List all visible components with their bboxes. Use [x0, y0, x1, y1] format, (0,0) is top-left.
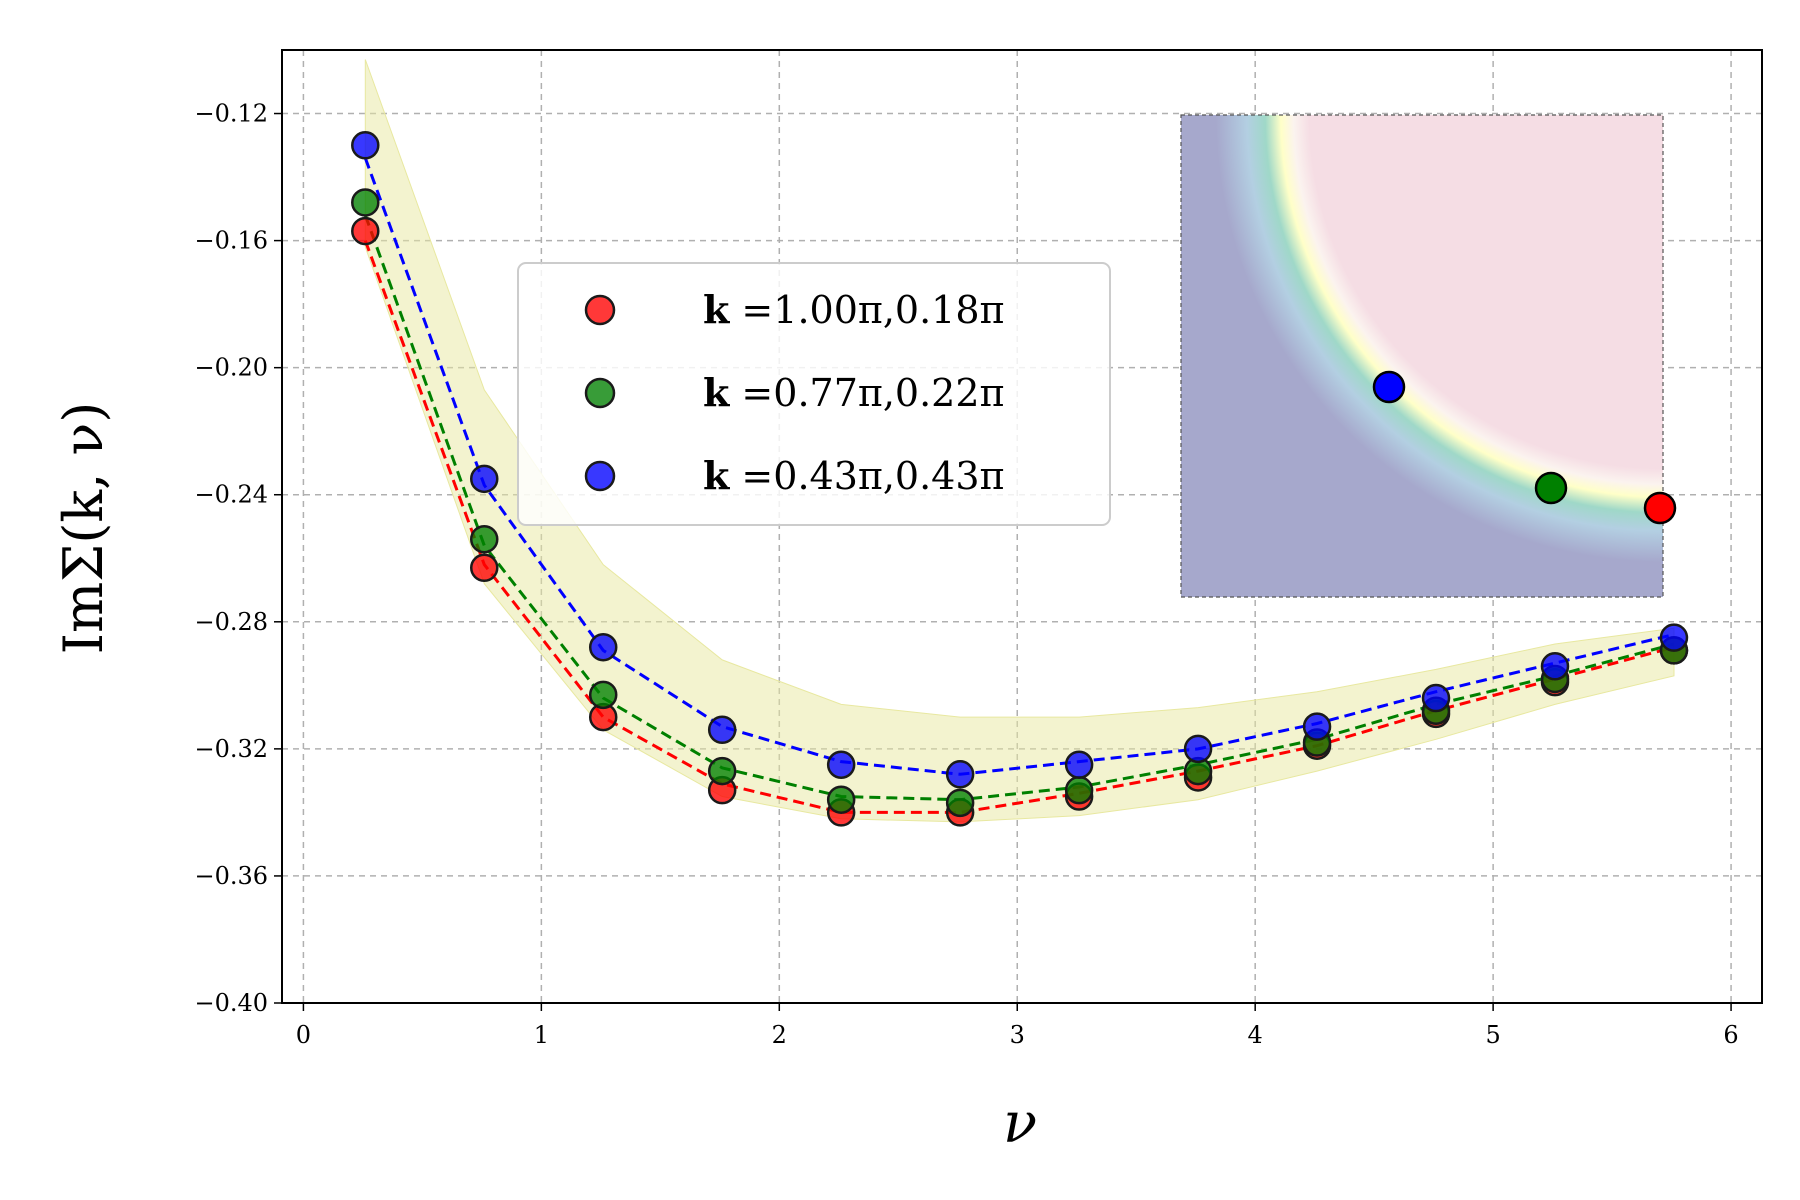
legend-marker	[584, 377, 616, 409]
legend-box	[517, 262, 1111, 526]
series-lines	[363, 157, 1675, 814]
x-tick-label: 4	[1248, 1021, 1263, 1049]
y-tick-label: −0.20	[194, 354, 268, 382]
x-axis: 0 1 2 3 4 5 6	[296, 1003, 1739, 1049]
inset-background	[1181, 115, 1663, 597]
inset-marker	[1372, 370, 1406, 404]
data-point	[470, 464, 499, 494]
y-tick-label: −0.16	[194, 227, 268, 255]
data-point	[826, 750, 856, 779]
x-tick-label: 1	[534, 1021, 549, 1049]
legend-label: k =0.77π,0.22π	[703, 370, 1005, 415]
y-tick-label: −0.28	[194, 608, 268, 636]
data-point	[1302, 712, 1332, 741]
data-point	[470, 553, 499, 583]
inset-points	[1372, 370, 1677, 525]
series-line	[363, 240, 1675, 814]
plot-frame	[281, 49, 1763, 1004]
x-tick-label: 6	[1723, 1021, 1738, 1049]
data-point	[1064, 775, 1094, 805]
x-axis-title: ν	[1003, 1091, 1037, 1156]
data-point	[351, 188, 380, 217]
data-point	[826, 785, 856, 814]
inset-marker	[1643, 491, 1677, 525]
y-tick-label: −0.36	[194, 862, 268, 890]
data-point	[1659, 623, 1689, 652]
y-axis-title: ImΣ(k, ν)	[52, 402, 115, 655]
data-point	[588, 632, 618, 662]
x-tick-label: 3	[1010, 1021, 1025, 1049]
data-point	[351, 131, 380, 160]
inset-border	[1180, 114, 1664, 598]
data-point	[945, 788, 975, 818]
legend-marker	[584, 294, 616, 326]
data-point	[707, 715, 737, 745]
data-point	[1540, 652, 1570, 681]
legend-label: k =1.00π,0.18π	[703, 287, 1005, 332]
x-tick-label: 5	[1485, 1021, 1500, 1049]
series-line	[363, 214, 1675, 802]
x-tick-label: 2	[772, 1021, 787, 1049]
legend-label: k =0.43π,0.43π	[703, 453, 1005, 498]
data-point	[945, 760, 975, 789]
data-point	[707, 756, 737, 786]
y-tick-label: −0.32	[194, 735, 268, 763]
y-axis: −0.12 −0.16 −0.20 −0.24 −0.28 −0.32 −0.36 −0.40	[194, 100, 282, 1017]
data-point	[470, 524, 499, 554]
series-line	[363, 157, 1675, 776]
data-point	[1421, 683, 1451, 713]
legend-marker	[584, 460, 616, 492]
x-tick-label: 0	[296, 1021, 311, 1049]
legend: k =1.00π,0.18π k =0.77π,0.22π k =0.43π,0.4…	[517, 262, 1111, 526]
y-tick-label: −0.40	[194, 989, 268, 1017]
data-point	[1064, 750, 1094, 779]
data-point	[351, 216, 380, 246]
data-point	[588, 680, 618, 710]
y-tick-label: −0.12	[194, 100, 268, 128]
series-points	[351, 131, 1689, 827]
y-tick-label: −0.24	[194, 481, 268, 509]
inset-heatmap	[1180, 114, 1677, 598]
data-point	[1183, 734, 1213, 764]
inset-marker	[1534, 471, 1568, 505]
